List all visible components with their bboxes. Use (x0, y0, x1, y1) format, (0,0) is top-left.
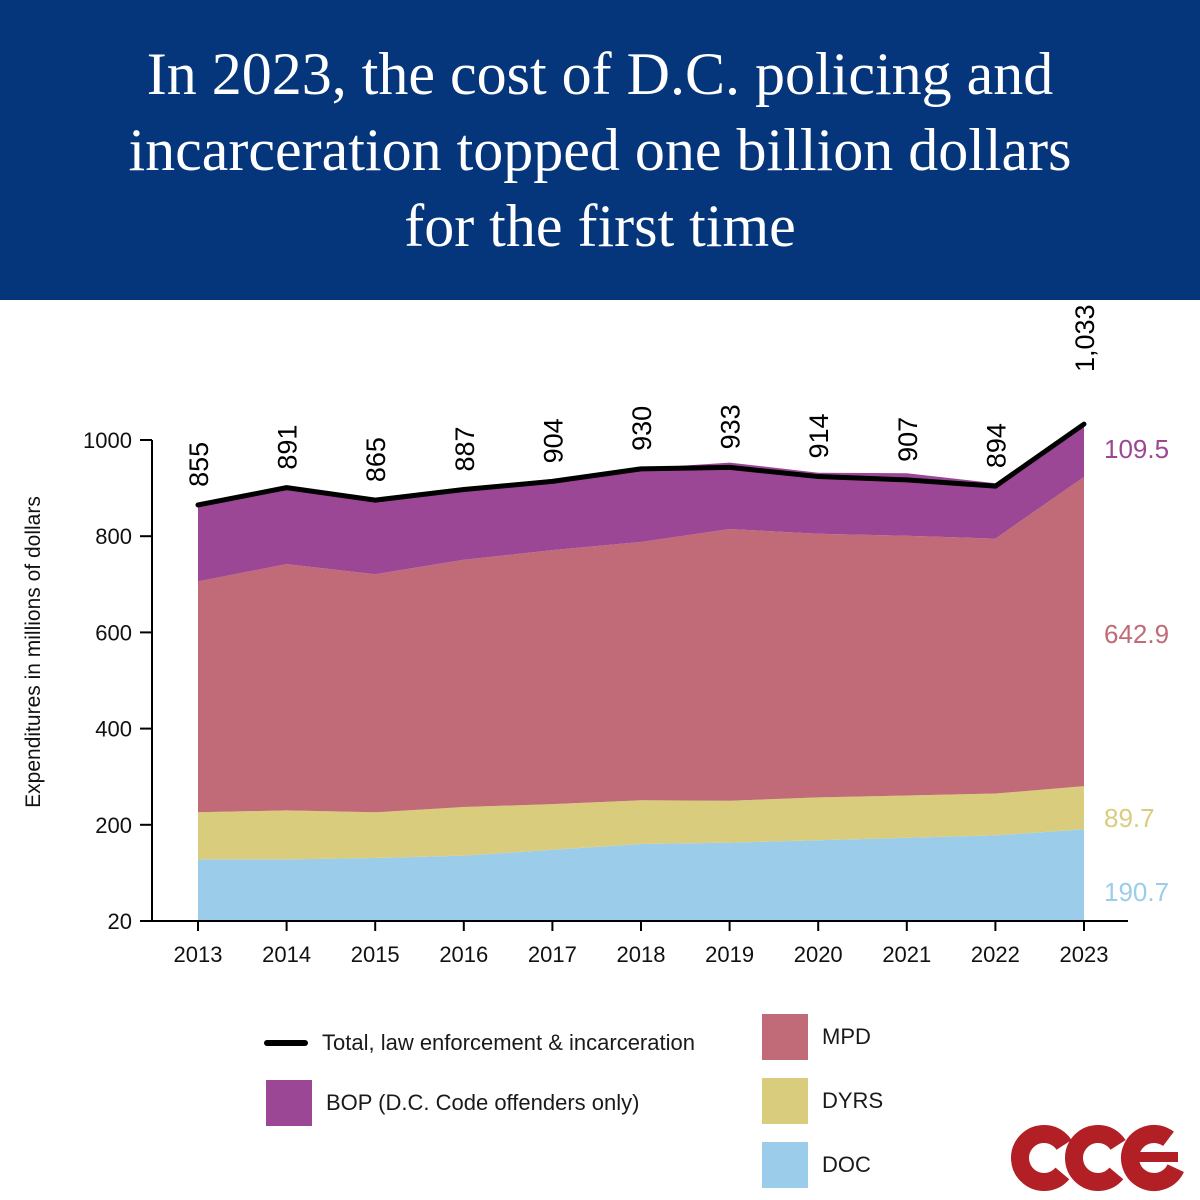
total-value-label: 887 (450, 426, 480, 471)
total-value-label: 855 (184, 442, 214, 487)
area-dyrs (198, 786, 1084, 860)
total-value-label: 930 (627, 406, 657, 451)
total-value-label: 933 (716, 404, 746, 449)
total-value-label: 1,033 (1070, 304, 1100, 372)
y-tick-label: 20 (108, 909, 132, 934)
legend-item-mpd: MPD (762, 1014, 871, 1060)
end-label-bop: 109.5 (1104, 434, 1169, 464)
y-tick-label: 400 (95, 717, 132, 742)
legend-swatch-bop (266, 1080, 312, 1126)
legend-label-bop: BOP (D.C. Code offenders only) (326, 1090, 640, 1115)
x-tick-label: 2014 (262, 942, 311, 967)
legend-item-doc: DOC (762, 1142, 871, 1188)
total-value-label: 904 (538, 418, 568, 463)
total-value-label: 907 (893, 417, 923, 462)
legend-label-mpd: MPD (822, 1024, 871, 1049)
legend-item-total: Total, law enforcement & incarceration (264, 1030, 695, 1056)
y-tick-label: 1000 (83, 428, 132, 453)
title-banner: In 2023, the cost of D.C. policing and i… (0, 0, 1200, 300)
legend-swatch-total (264, 1040, 308, 1046)
x-tick-label: 2015 (351, 942, 400, 967)
axes: 1000 800 600 400 200 20 2013 2014 2015 2016 2017 20… (22, 428, 1128, 967)
end-label-mpd: 642.9 (1104, 619, 1169, 649)
x-tick-label: 2023 (1060, 942, 1109, 967)
total-line-group (195, 421, 1087, 508)
y-tick-label: 200 (95, 813, 132, 838)
cce-logo (1011, 1125, 1187, 1191)
x-tick-label: 2018 (617, 942, 666, 967)
legend-item-dyrs: DYRS (762, 1078, 883, 1124)
area-doc (198, 829, 1084, 921)
x-tick-label: 2016 (439, 942, 488, 967)
stacked-area-chart: 1000 800 600 400 200 20 2013 2014 2015 2016 2017 20… (22, 304, 1169, 967)
total-line (195, 421, 1087, 508)
legend-swatch-mpd (762, 1014, 808, 1060)
legend-swatch-doc (762, 1142, 808, 1188)
y-tick-label: 600 (95, 620, 132, 645)
legend-label-total: Total, law enforcement & incarceration (322, 1030, 695, 1055)
x-tick-label: 2022 (971, 942, 1020, 967)
y-tick-label: 800 (95, 524, 132, 549)
x-tick-label: 2017 (528, 942, 577, 967)
total-value-label: 914 (804, 413, 834, 458)
legend-label-doc: DOC (822, 1152, 871, 1177)
legend-swatch-dyrs (762, 1078, 808, 1124)
x-tick-label: 2021 (882, 942, 931, 967)
end-label-dyrs: 89.7 (1104, 803, 1155, 833)
x-tick-label: 2019 (705, 942, 754, 967)
total-value-label: 891 (273, 425, 303, 470)
total-value-label: 865 (361, 437, 391, 482)
total-value-label: 894 (981, 423, 1011, 468)
legend-item-bop: BOP (D.C. Code offenders only) (266, 1080, 639, 1126)
chart-title: In 2023, the cost of D.C. policing and i… (128, 41, 1072, 259)
area-layers (198, 424, 1084, 921)
area-mpd (198, 476, 1084, 813)
x-tick-label: 2020 (794, 942, 843, 967)
data-labels: 855 891 865 887 904 930 933 914 907 894 1,033 109.5… (184, 304, 1169, 907)
end-label-doc: 190.7 (1104, 877, 1169, 907)
legend-label-dyrs: DYRS (822, 1088, 884, 1113)
x-tick-label: 2013 (174, 942, 223, 967)
area-bop (198, 424, 1084, 582)
y-axis-label: Expenditures in millions of dollars (22, 496, 45, 808)
